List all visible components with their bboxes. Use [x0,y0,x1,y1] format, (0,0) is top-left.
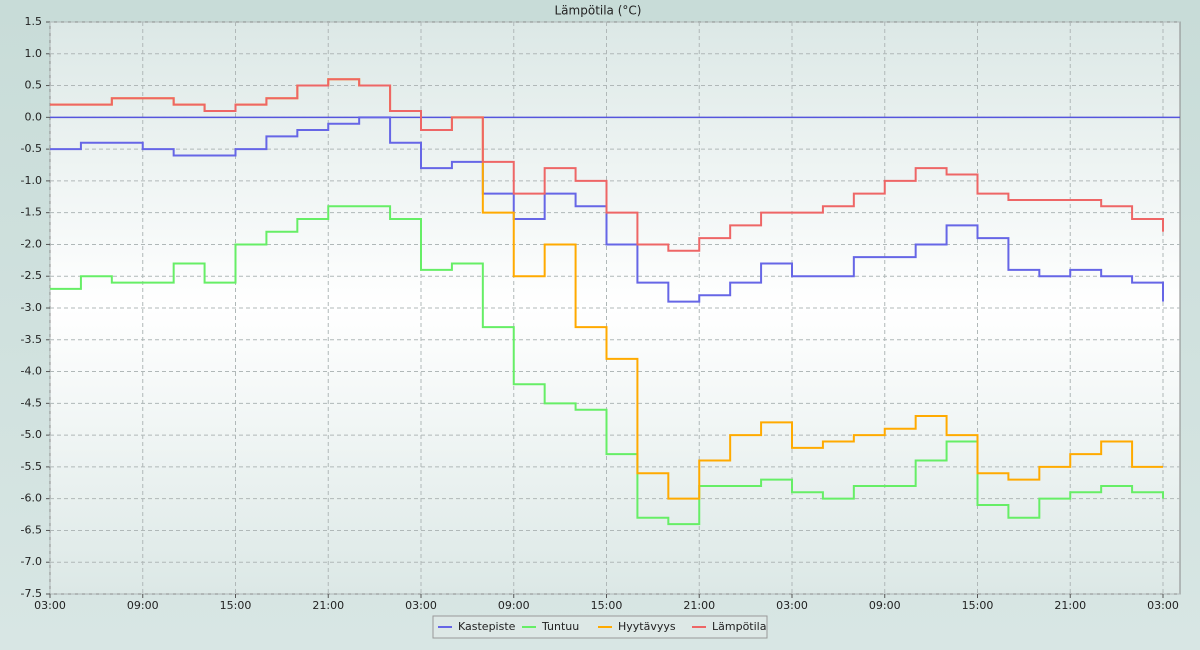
series-line [50,78,1164,252]
x-tick-label: 21:00 [1054,599,1086,612]
y-tick-label: 0.5 [25,79,43,92]
y-tick-label: -7.5 [21,587,42,600]
x-tick-label: 15:00 [962,599,994,612]
y-tick-label: 1.5 [25,15,43,28]
x-tick-label: 21:00 [683,599,715,612]
y-tick-label: -6.0 [21,492,42,505]
x-tick-label: 09:00 [869,599,901,612]
x-tick-label: 03:00 [1147,599,1179,612]
x-tick-label: 09:00 [498,599,530,612]
y-tick-label: -2.5 [21,269,42,282]
series-line [50,116,1164,303]
y-tick-label: -5.5 [21,460,42,473]
x-tick-label: 21:00 [312,599,344,612]
y-tick-label: -3.0 [21,301,42,314]
legend-label: Hyytävyys [618,620,676,633]
y-tick-label: 1.0 [25,47,43,60]
y-tick-label: 0.0 [25,110,43,123]
y-tick-label: -4.0 [21,365,42,378]
y-tick-label: -5.0 [21,428,42,441]
series-line [50,205,1164,526]
chart-title: Lämpötila (°C) [555,4,642,18]
x-tick-label: 03:00 [34,599,66,612]
x-tick-label: 15:00 [220,599,252,612]
x-tick-label: 03:00 [776,599,808,612]
y-tick-label: -1.0 [21,174,42,187]
x-tick-label: 09:00 [127,599,159,612]
y-tick-label: -6.5 [21,523,42,536]
x-tick-label: 03:00 [405,599,437,612]
legend-label: Lämpötila [712,620,766,633]
y-tick-label: -3.5 [21,333,42,346]
legend-label: Kastepiste [458,620,516,633]
y-tick-label: -2.0 [21,237,42,250]
y-tick-label: -1.5 [21,206,42,219]
x-tick-label: 15:00 [591,599,623,612]
legend-label: Tuntuu [541,620,579,633]
y-tick-label: -7.0 [21,555,42,568]
y-tick-label: -4.5 [21,396,42,409]
y-tick-label: -0.5 [21,142,42,155]
